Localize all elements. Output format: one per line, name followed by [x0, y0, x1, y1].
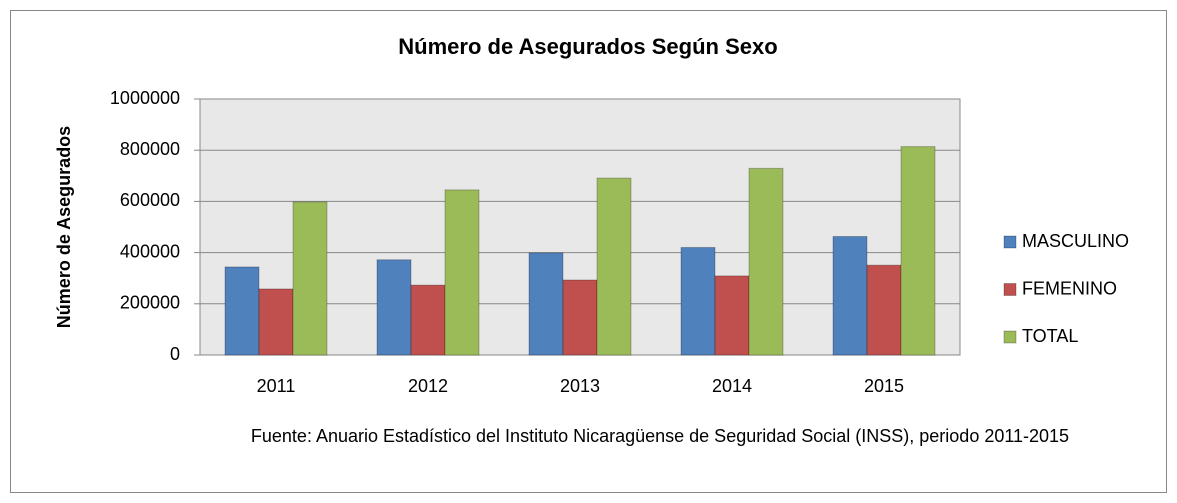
y-tick-label: 1000000: [110, 88, 180, 108]
bar: [376, 259, 412, 356]
bar: [832, 235, 868, 356]
y-tick-label: 0: [170, 344, 180, 364]
x-tick-label: 2013: [560, 376, 600, 396]
y-tick-label: 800000: [120, 139, 180, 159]
bar: [562, 279, 598, 356]
legend-swatch: [1003, 235, 1017, 249]
bar: [410, 284, 446, 356]
legend-swatch: [1003, 283, 1017, 296]
bar: [900, 146, 936, 356]
source-note: Fuente: Anuario Estadístico del Institut…: [250, 426, 1070, 446]
legend-label: TOTAL: [1022, 326, 1078, 346]
legend-swatch: [1003, 330, 1017, 344]
bar: [866, 264, 902, 356]
bar: [748, 167, 784, 356]
bar: [528, 252, 564, 356]
x-tick-label: 2014: [712, 376, 752, 396]
x-tick-label: 2012: [408, 376, 448, 396]
y-tick-label: 200000: [120, 293, 180, 313]
legend-label: FEMENINO: [1022, 278, 1117, 298]
chart-title: Número de Asegurados Según Sexo: [398, 34, 777, 59]
bar: [714, 275, 750, 356]
y-tick-label: 400000: [120, 241, 180, 261]
legend-label: MASCULINO: [1022, 231, 1129, 251]
bar: [680, 246, 716, 356]
y-axis-label: Número de Asegurados: [54, 126, 74, 328]
x-tick-label: 2011: [257, 376, 296, 396]
y-tick-label: 600000: [120, 190, 180, 210]
bar: [444, 189, 480, 356]
bar: [224, 266, 260, 356]
bar: [596, 177, 632, 356]
bar: [258, 288, 294, 356]
x-tick-label: 2015: [864, 376, 904, 396]
bar: [292, 201, 328, 356]
